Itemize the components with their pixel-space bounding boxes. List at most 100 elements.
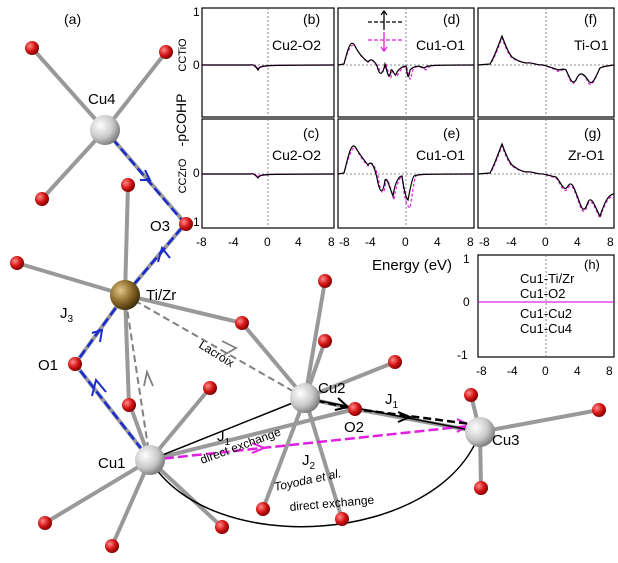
j3-arrow-1 [91,377,107,397]
row-label-bottom: CCZrO [177,158,189,193]
oxygen-atom-o3 [179,217,193,231]
xtick: -8 [339,235,350,249]
ytick-top-1: 1 [193,5,200,19]
label-tizr: Ti/Zr [146,287,176,304]
xtick: 8 [328,235,335,249]
copper-atom-cu4 [90,115,120,145]
panel-h-bond-1: Cu1-Ti/Zr [520,271,575,286]
j3-arrow-2 [91,328,104,343]
ytick: 0 [463,295,470,309]
panel-b-tag: (b) [303,11,320,27]
oxygen-atom [122,398,136,412]
label-cu1: Cu1 [98,455,126,472]
oxygen-atom [215,520,229,534]
panel-b-curves [202,64,335,72]
oxygen-atom [318,334,332,348]
panel-d-tag: (d) [443,11,460,27]
panel-f-tag: (f) [584,11,597,27]
xtick: 4 [295,235,302,249]
panel-h-bond-2: Cu1-O2 [520,286,566,301]
grey-arrow-2 [221,340,238,356]
oxygen-atom [464,388,478,402]
crystal-structure: (a) [10,11,606,553]
reference-lines [202,8,614,357]
oxygen-atom [203,381,217,395]
oxygen-atom [121,178,135,192]
label-j1-left: J1 [217,428,231,448]
label-lacroix: Lacroix [196,338,236,370]
xtick: 4 [574,235,581,249]
xtick: -4 [506,235,517,249]
copper-atom-cu1 [135,445,165,475]
oxygen-atom [10,256,24,270]
cohp-panels: CCTiO -pCOHP CCZrO 0 1 0 1 [173,5,615,378]
grey-path-2 [124,294,306,399]
label-o2: O2 [344,419,364,436]
j3-arrow-3 [157,245,171,263]
xtick: -4 [228,235,239,249]
ytick-bottom-1: 1 [193,215,200,229]
panel-c-curves [202,173,335,180]
label-o1: O1 [38,357,58,374]
oxygen-atom-o1 [68,357,82,371]
ytick-bottom-0: 0 [193,166,200,180]
xtick: 8 [606,364,613,378]
xtick: 0 [402,235,409,249]
x-ticks-main: -8 -4 0 4 8 -8 -4 0 4 8 -8 -4 0 4 8 [196,235,614,249]
panel-d-curves [337,42,475,80]
oxygen-atom [474,481,488,495]
panel-c-bond: Cu2-O2 [272,147,321,163]
xtick: -8 [479,235,490,249]
oxygen-atom [592,403,606,417]
label-o3: O3 [150,218,170,235]
panel-h-tag: (h) [584,257,600,272]
panel-f-curves [477,34,615,85]
j1-right-line [304,397,481,433]
oxygen-atom [318,274,332,288]
atom-labels: Cu4 O3 Ti/Zr O1 Cu1 Cu2 O2 Cu3 [38,91,520,472]
oxygen-atom [25,41,39,55]
ytick: -1 [457,348,468,362]
label-cu2: Cu2 [318,380,346,397]
row-label-top: CCTiO [177,38,189,72]
j2-arrow-1 [251,442,267,454]
xlabel-energy: Energy (eV) [372,257,452,274]
spin-legend [368,9,402,53]
oxygen-atom [35,192,49,206]
direct-exchange-bottom-curve [149,431,481,528]
label-j2: J2 [302,452,316,472]
label-j1-right: J1 [385,391,399,411]
xtick: 0 [264,235,271,249]
ytick: 1 [463,252,470,266]
direct-exchange-line [149,397,306,461]
oxygen-atom [388,355,402,369]
panel-e-curves [337,145,475,209]
oxygen-atom [159,45,173,59]
oxygen-atom [38,516,52,530]
tizr-atom [110,280,140,310]
panel-a-label: (a) [64,11,81,27]
xtick: 0 [542,235,549,249]
xtick: -4 [365,235,376,249]
panel-b-bond: Cu2-O2 [272,37,321,53]
panel-e-bond: Cu1-O1 [416,147,465,163]
atoms [10,41,606,553]
panel-g-bond: Zr-O1 [568,147,605,163]
copper-atom-cu2 [290,383,320,413]
panel-g-curves [477,142,615,220]
label-j3: J3 [60,305,74,325]
xtick: 0 [542,364,549,378]
label-cu4: Cu4 [88,91,116,108]
grey-arrow-1 [143,369,154,387]
oxygen-atom-o2 [348,402,362,416]
xtick: -8 [196,235,207,249]
panel-d-bond: Cu1-O1 [416,37,465,53]
ylabel: -pCOHP [173,94,189,147]
black-arrow-2 [397,411,413,423]
panel-h-ticks: 1 0 -1 -8 -4 0 4 8 [457,252,613,378]
j2-path [149,423,479,462]
j3-path [73,129,187,461]
xtick: 4 [574,364,581,378]
label-direct-exchange-bottom: direct exchange [289,493,375,514]
